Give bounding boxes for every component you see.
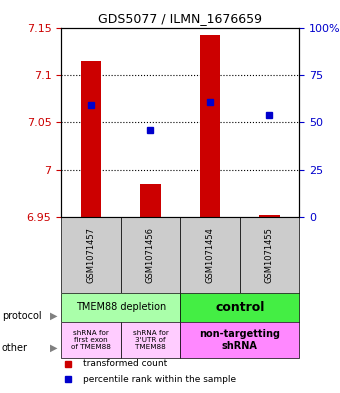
Bar bbox=[140, 184, 161, 217]
FancyBboxPatch shape bbox=[240, 217, 299, 292]
FancyBboxPatch shape bbox=[180, 217, 240, 292]
FancyBboxPatch shape bbox=[180, 322, 299, 358]
Text: percentile rank within the sample: percentile rank within the sample bbox=[83, 375, 236, 384]
FancyBboxPatch shape bbox=[61, 217, 121, 292]
Text: GSM1071457: GSM1071457 bbox=[86, 227, 96, 283]
FancyBboxPatch shape bbox=[121, 322, 180, 358]
Text: protocol: protocol bbox=[2, 310, 41, 321]
FancyBboxPatch shape bbox=[180, 292, 299, 322]
Text: control: control bbox=[215, 301, 265, 314]
Text: GSM1071456: GSM1071456 bbox=[146, 227, 155, 283]
Bar bbox=[200, 35, 220, 217]
Text: ▶: ▶ bbox=[50, 343, 58, 353]
Text: GSM1071454: GSM1071454 bbox=[205, 227, 215, 283]
Text: other: other bbox=[2, 343, 28, 353]
FancyBboxPatch shape bbox=[61, 292, 180, 322]
Text: transformed count: transformed count bbox=[83, 359, 167, 368]
Text: TMEM88 depletion: TMEM88 depletion bbox=[75, 302, 166, 312]
Bar bbox=[81, 61, 101, 217]
FancyBboxPatch shape bbox=[121, 217, 180, 292]
Text: non-targetting
shRNA: non-targetting shRNA bbox=[199, 329, 280, 351]
FancyBboxPatch shape bbox=[61, 322, 121, 358]
Text: shRNA for
first exon
of TMEM88: shRNA for first exon of TMEM88 bbox=[71, 330, 111, 350]
Bar bbox=[259, 215, 280, 217]
Text: GSM1071455: GSM1071455 bbox=[265, 227, 274, 283]
Text: shRNA for
3'UTR of
TMEM88: shRNA for 3'UTR of TMEM88 bbox=[133, 330, 168, 350]
Title: GDS5077 / ILMN_1676659: GDS5077 / ILMN_1676659 bbox=[98, 12, 262, 25]
Text: ▶: ▶ bbox=[50, 310, 58, 321]
